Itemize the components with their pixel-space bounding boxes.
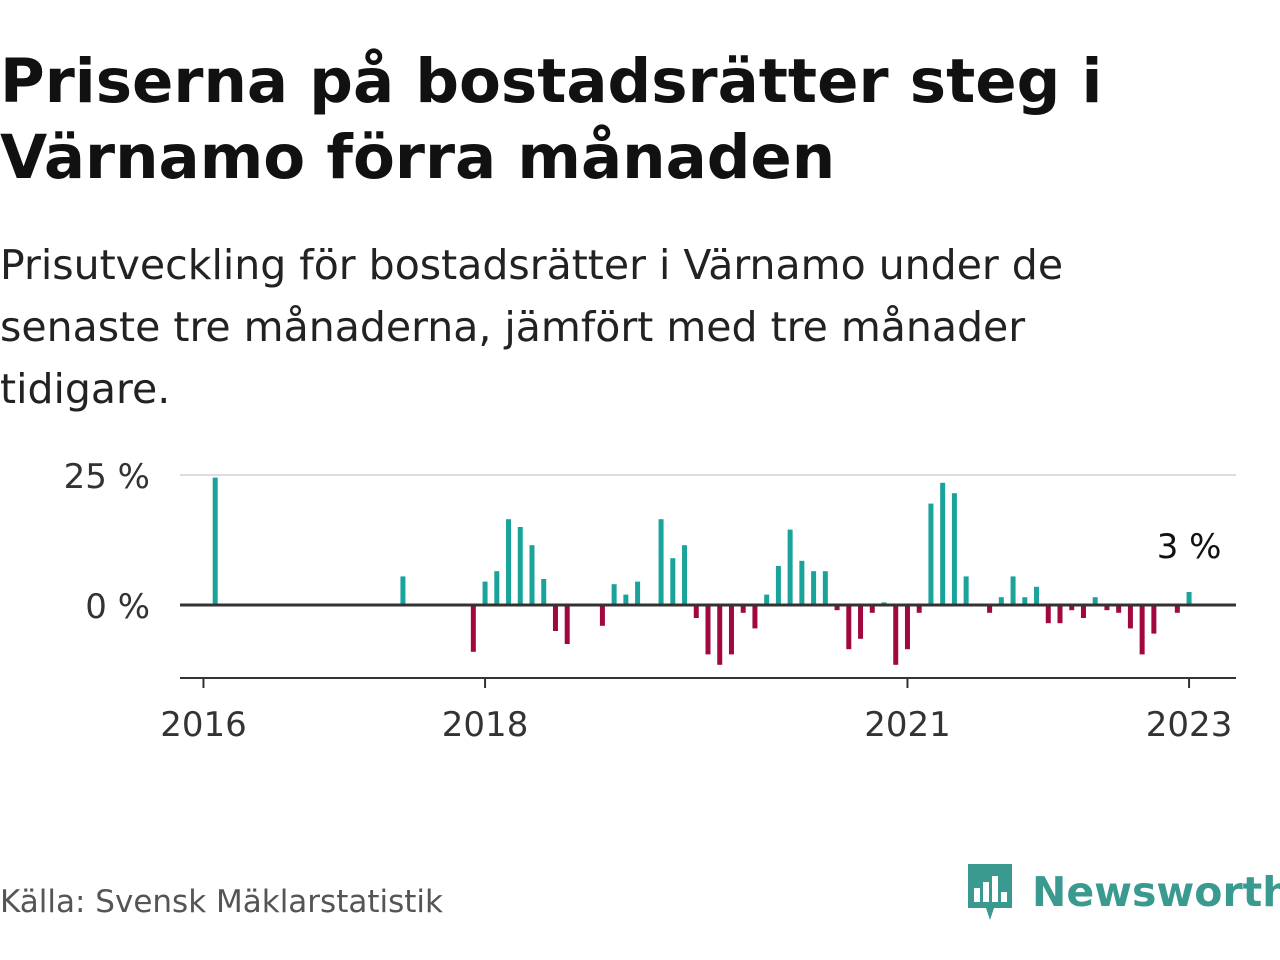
bar-2022-10 [1151, 605, 1157, 634]
bar-2020-06 [822, 571, 828, 605]
bar-2019-06 [682, 545, 688, 605]
x-tick-label: 2016 [160, 705, 247, 745]
bar-2019-12 [752, 605, 758, 629]
bar-2022-06 [1104, 605, 1110, 611]
bar-2019-11 [740, 605, 746, 613]
brand-logo[interactable]: Newsworthy [964, 862, 1280, 922]
bar-2021-11 [1022, 597, 1028, 605]
bar-2020-02 [775, 566, 781, 605]
bar-2020-05 [811, 571, 817, 605]
bar-2022-02 [1057, 605, 1063, 624]
bar-2022-04 [1080, 605, 1086, 618]
last-value-label: 3 % [1157, 527, 1222, 567]
bar-2017-12 [470, 605, 476, 652]
bar-2017-06 [400, 576, 406, 605]
bar-2019-04 [658, 519, 664, 605]
bar-2018-02 [494, 571, 500, 605]
chart-subtitle: Prisutveckling för bostadsrätter i Värna… [0, 241, 1064, 413]
bar-2020-04 [799, 560, 805, 605]
x-tick-label: 2023 [1146, 705, 1233, 745]
bar-2019-09 [717, 605, 723, 665]
bar-2021-09 [998, 597, 1004, 605]
bar-2021-04 [940, 482, 946, 605]
bar-2021-12 [1034, 586, 1040, 605]
bar-2020-08 [846, 605, 852, 650]
bar-2018-12 [611, 584, 617, 605]
bar-2019-05 [670, 558, 676, 605]
bar-2023-01 [1186, 592, 1192, 605]
bar-2018-01 [482, 581, 488, 605]
y-tick-label: 0 % [85, 587, 150, 627]
bar-2018-07 [552, 605, 558, 631]
bar-2022-03 [1069, 605, 1075, 611]
bar-2018-04 [517, 527, 523, 605]
bar-2019-08 [705, 605, 711, 655]
bar-2019-10 [728, 605, 734, 655]
bar-2021-05 [951, 493, 957, 605]
y-tick-label: 25 % [64, 457, 150, 497]
brand-name: Newsworthy [1032, 868, 1280, 916]
bar-2021-01 [904, 605, 910, 650]
bar-2020-09 [858, 605, 864, 639]
bar-2016-02 [212, 477, 218, 605]
bar-2020-10 [869, 605, 875, 613]
bar-2021-08 [987, 605, 993, 613]
bar-2020-07 [834, 605, 840, 611]
bar-2019-01 [623, 594, 629, 605]
source-note: Källa: Svensk Mäklarstatistik [0, 884, 443, 920]
bar-2021-02 [916, 605, 922, 613]
bar-2020-01 [764, 594, 770, 605]
chart-title: Priserna på bostadsrätter steg i Värnamo… [0, 46, 1103, 193]
newsworthy-logo-icon [968, 864, 1012, 920]
bar-2018-11 [599, 605, 605, 626]
bar-2018-06 [541, 579, 547, 605]
bar-2022-08 [1127, 605, 1133, 629]
bar-2018-05 [529, 545, 535, 605]
bar-2022-01 [1045, 605, 1051, 624]
bar-2022-09 [1139, 605, 1145, 655]
x-tick-label: 2021 [864, 705, 951, 745]
bar-2018-08 [564, 605, 570, 644]
bar-2021-06 [963, 576, 969, 605]
bar-2020-03 [787, 529, 793, 605]
bar-2022-07 [1116, 605, 1122, 613]
bar-2022-05 [1092, 597, 1098, 605]
bar-2019-02 [635, 581, 641, 605]
bar-2018-03 [506, 519, 512, 605]
bar-chart: 0 % 25 % 2016 2018 2021 2023 3 % [64, 457, 1236, 745]
bar-2020-12 [893, 605, 899, 665]
bar-2021-03 [928, 503, 934, 605]
bar-2021-10 [1010, 576, 1016, 605]
bar-2019-07 [693, 605, 699, 618]
bar-2022-12 [1174, 605, 1180, 613]
x-tick-label: 2018 [442, 705, 529, 745]
